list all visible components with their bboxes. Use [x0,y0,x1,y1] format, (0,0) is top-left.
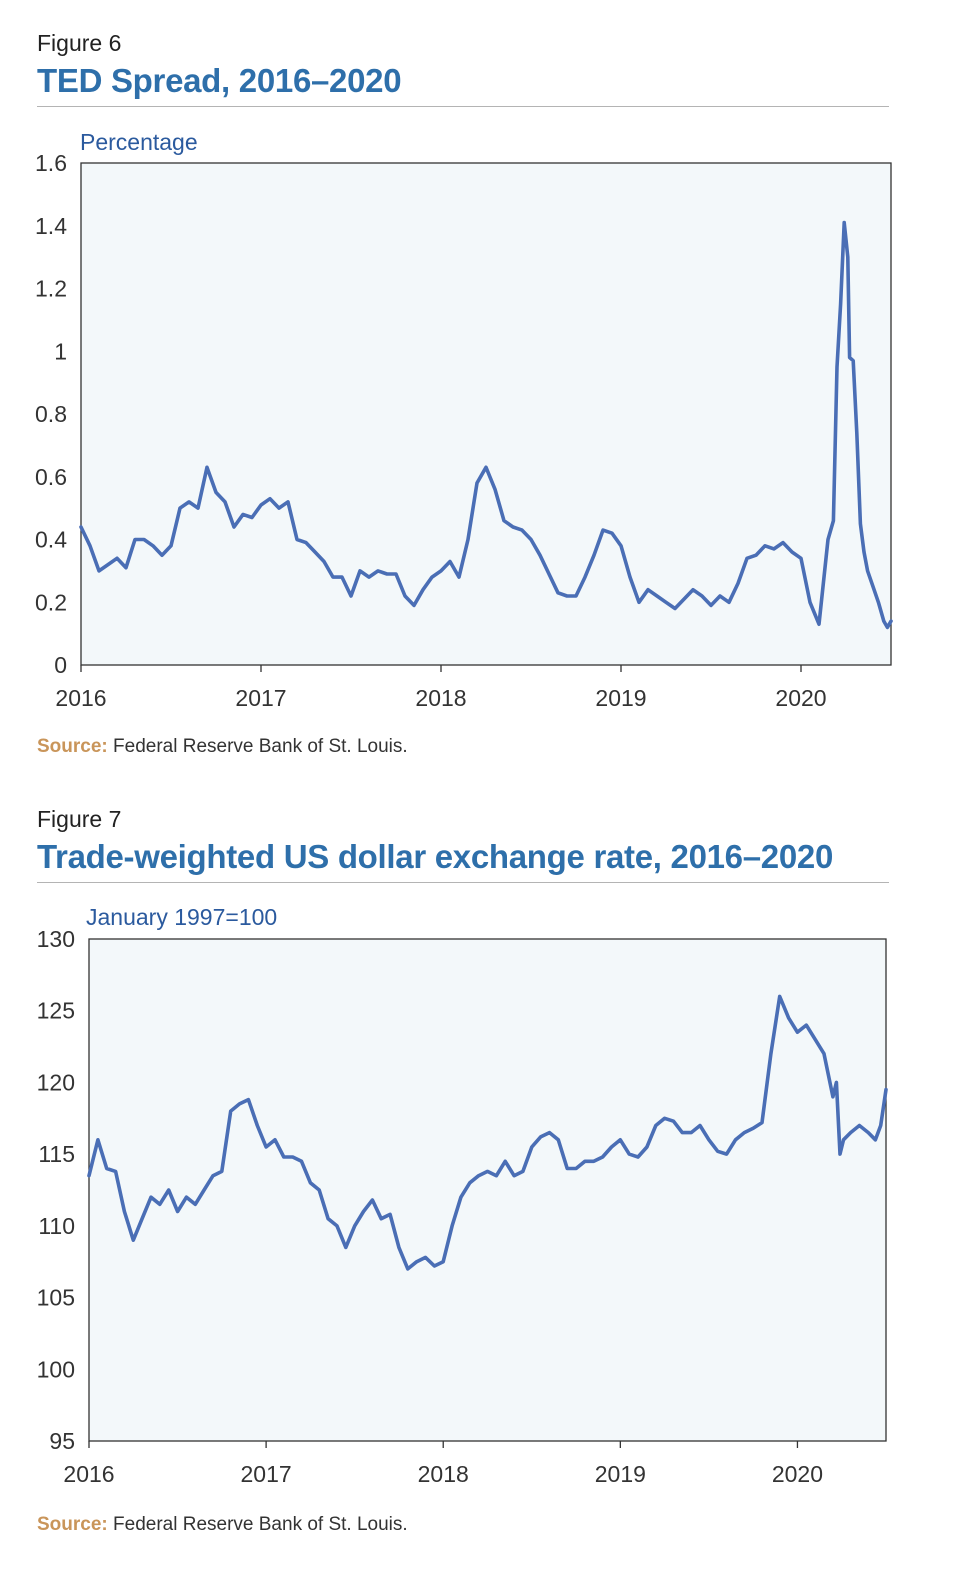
fig6-x-tick-label: 2019 [595,685,646,711]
fig6-plot-area [80,162,892,666]
fig7-y-tick-label: 95 [49,1428,75,1454]
figure-6-source: Source: Federal Reserve Bank of St. Loui… [37,736,408,758]
figure-7-source-key: Source: [37,1514,108,1535]
fig7-x-tick-label: 2018 [418,1461,469,1487]
figure-6-source-key: Source: [37,736,108,757]
fig7-x-tick-label: 2019 [595,1461,646,1487]
fig7-y-tick-label: 105 [37,1285,75,1311]
fig6-y-tick-label: 0.2 [35,589,67,615]
fig6-series-line [79,220,893,630]
fig6-x-tick-label: 2017 [235,685,286,711]
fig7-y-tick-label: 110 [38,1213,75,1239]
fig7-y-tick-label: 120 [37,1069,75,1095]
figure-6-label: Figure 6 [37,30,122,56]
fig7-y-tick-label: 125 [37,998,75,1024]
fig7-x-tick-label: 2016 [63,1461,114,1487]
figure-7-source-text: Federal Reserve Bank of St. Louis. [107,1514,408,1535]
figure-6-title: TED Spread, 2016–2020 [37,62,402,99]
fig6-y-tick-label: 1 [54,338,67,364]
fig6-y-tick-label: 1.2 [35,276,67,302]
fig6-x-tick-label: 2018 [415,685,466,711]
fig7-x-tick-label: 2020 [772,1461,823,1487]
figure-6-chart: Percentage 0 0.2 0.4 0.6 0.8 1 1.2 1.4 1.6 2016 201… [35,129,893,711]
fig7-series-line [87,994,888,1271]
fig7-y-axis-label: January 1997=100 [86,904,277,930]
fig6-y-tick-label: 0 [54,652,67,678]
figure-7-chart: January 1997=100 95 100 105 110 115 120 125 130 2… [37,904,888,1487]
fig7-x-tick-label: 2017 [241,1461,292,1487]
fig6-x-tick-label: 2020 [775,685,826,711]
figure-7-title: Trade-weighted US dollar exchange rate, … [37,838,833,875]
fig6-y-tick-label: 1.4 [35,213,67,239]
fig6-y-tick-label: 0.6 [35,464,67,490]
fig6-y-tick-label: 1.6 [35,150,67,176]
fig6-y-axis-label: Percentage [80,129,198,155]
figure-7-divider [37,882,889,883]
fig7-y-tick-label: 100 [37,1356,75,1382]
fig7-y-tick-label: 130 [37,926,75,952]
fig7-y-tick-label: 115 [38,1141,75,1167]
fig7-plot-area [88,938,887,1442]
fig6-y-tick-label: 0.8 [35,401,67,427]
figure-7-label: Figure 7 [37,806,122,832]
figure-6-source-text: Federal Reserve Bank of St. Louis. [107,736,408,757]
figure-6-divider [37,106,889,107]
figure-7-source: Source: Federal Reserve Bank of St. Loui… [37,1514,408,1536]
fig6-x-tick-label: 2016 [55,685,106,711]
fig6-y-tick-label: 0.4 [35,527,67,553]
